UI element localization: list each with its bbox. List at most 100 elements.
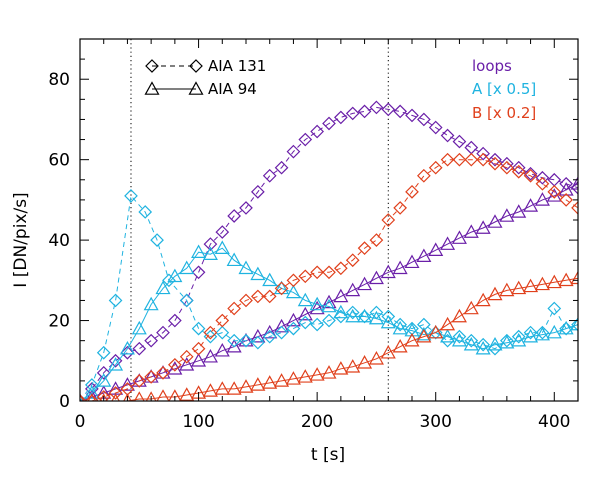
data-point <box>547 301 562 316</box>
data-point <box>464 333 479 348</box>
legend-style-label-aia131: AIA 131 <box>208 57 266 75</box>
data-point <box>392 320 408 335</box>
data-point <box>297 306 313 321</box>
legend-marker-sample <box>144 81 160 95</box>
y-tick-label: 40 <box>48 231 70 251</box>
data-point <box>345 308 361 323</box>
data-point <box>440 128 455 143</box>
data-point <box>334 309 348 324</box>
data-point <box>500 156 514 171</box>
data-point <box>132 374 147 388</box>
series-b-aia-94 <box>80 270 578 401</box>
data-point <box>345 359 361 373</box>
data-point <box>405 184 419 199</box>
data-point <box>85 389 99 401</box>
data-point <box>150 233 164 247</box>
data-point <box>428 324 444 339</box>
data-point <box>440 328 456 343</box>
data-point <box>120 345 135 360</box>
data-point <box>285 284 301 299</box>
data-point <box>309 367 325 381</box>
data-point <box>238 379 254 393</box>
data-point <box>286 144 301 159</box>
data-point <box>202 383 218 397</box>
data-point <box>488 156 502 171</box>
data-point <box>571 201 578 215</box>
data-point <box>111 393 120 401</box>
data-point <box>499 208 515 222</box>
series-b-aia-131 <box>80 152 578 401</box>
data-point <box>464 140 479 155</box>
data-point <box>345 106 360 121</box>
data-point <box>321 298 337 313</box>
data-point <box>333 361 349 375</box>
data-point <box>523 166 538 181</box>
data-point <box>487 214 503 228</box>
series-line <box>80 194 578 401</box>
data-point <box>333 304 349 319</box>
data-point <box>392 338 408 353</box>
data-point <box>476 337 490 352</box>
data-point <box>167 268 183 283</box>
data-point <box>463 336 479 351</box>
data-point <box>99 393 109 401</box>
data-point <box>251 335 265 350</box>
data-point <box>334 261 348 276</box>
data-point <box>475 220 491 234</box>
data-point <box>452 329 467 344</box>
data-point <box>215 313 230 328</box>
data-point <box>534 326 550 341</box>
data-point <box>132 341 147 356</box>
data-point <box>145 391 157 401</box>
data-point <box>368 351 384 365</box>
data-point <box>108 293 123 308</box>
data-point <box>428 120 443 135</box>
data-point <box>570 176 578 190</box>
data-point <box>108 386 123 400</box>
data-point <box>85 378 99 392</box>
data-point <box>179 260 195 275</box>
data-point <box>168 357 182 372</box>
data-point <box>250 328 266 343</box>
data-point <box>108 357 124 371</box>
data-point <box>535 170 550 185</box>
data-point <box>487 336 503 351</box>
data-point <box>500 333 514 348</box>
data-point <box>310 124 324 139</box>
data-point <box>96 390 111 401</box>
legend-group-label-loops: loops <box>472 57 512 75</box>
data-point <box>571 317 578 332</box>
data-point <box>487 286 503 301</box>
data-point <box>476 152 490 167</box>
data-point <box>511 204 527 218</box>
data-point <box>191 321 206 336</box>
data-point <box>558 182 574 196</box>
data-point <box>380 264 396 279</box>
x-tick-label: 200 <box>301 412 333 432</box>
data-point <box>239 333 253 348</box>
data-point <box>215 325 230 340</box>
data-point <box>80 393 85 401</box>
data-point <box>202 349 218 363</box>
data-point <box>285 312 301 327</box>
legend-style-label-aia94: AIA 94 <box>208 80 257 98</box>
data-point <box>168 313 182 328</box>
data-point <box>143 296 159 311</box>
data-point <box>451 308 467 323</box>
data-point <box>144 333 158 348</box>
data-point <box>488 341 502 356</box>
data-point <box>392 260 408 275</box>
data-point <box>357 308 373 323</box>
data-point <box>191 353 207 367</box>
data-point <box>87 393 97 401</box>
data-point <box>476 146 490 161</box>
data-point <box>262 289 277 304</box>
data-point <box>227 301 241 316</box>
data-point <box>393 104 407 119</box>
data-point <box>523 328 539 343</box>
data-point <box>463 300 479 315</box>
data-point <box>262 329 277 344</box>
data-point <box>475 340 491 355</box>
x-axis-label: t [s] <box>311 445 345 465</box>
data-point <box>131 320 147 335</box>
